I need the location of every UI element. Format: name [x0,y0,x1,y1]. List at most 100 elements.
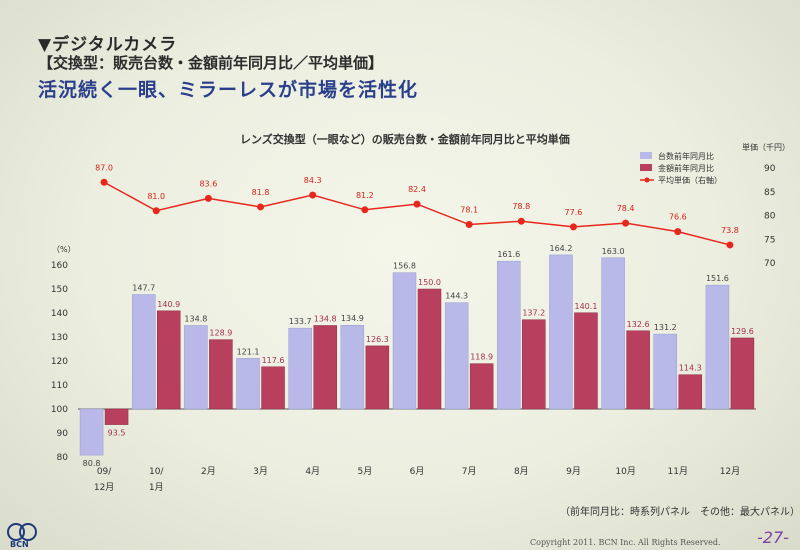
logo-text: BCN [10,540,29,549]
bar-amount-label: 128.9 [209,329,232,338]
section-heading: ▼デジタルカメラ [38,35,178,55]
bar-units-yoy [653,333,678,410]
legend-label: 金額前年同月比 [658,163,714,173]
avg-price-point [100,178,108,186]
x-tick-label: 11月 [668,466,688,477]
bar-amount-label: 150.0 [418,278,441,287]
legend-label: 平均単価（右軸） [658,175,722,185]
x-tick-label: 8月 [514,466,529,477]
y-left-tick-label: 160 [51,261,68,271]
bcn-logo-icon [7,523,37,541]
bar-amount-yoy [469,363,494,410]
x-tick-label: 10/ [149,467,164,477]
bar-amount-yoy [626,330,650,410]
bar-amount-label: 129.6 [731,327,754,336]
bar-units-yoy [79,408,104,456]
legend-swatch [640,164,652,171]
bar-units-label: 147.7 [132,284,155,293]
avg-price-point [257,203,265,211]
avg-price-point [309,191,317,199]
x-tick-label: 9月 [566,466,581,477]
x-tick-label: 4月 [305,466,320,477]
x-tick-label: 10月 [615,466,635,477]
slide-subtitle: 【交換型：販売台数・金額前年同月比／平均単価】 [38,54,384,72]
avg-price-label: 83.6 [199,179,217,188]
bar-units-label: 156.8 [393,262,416,271]
y-left-tick-label: 120 [51,357,68,367]
avg-price-point [569,223,577,231]
x-tick-label-line2: 12月 [94,482,114,493]
legend-swatch [640,152,652,159]
bar-amount-yoy [574,312,598,410]
avg-price-label: 78.8 [512,202,530,211]
bar-amount-yoy [365,345,390,410]
x-tick-label: 3月 [253,466,268,477]
avg-price-point [413,200,421,208]
avg-price-label: 81.0 [147,192,165,201]
avg-price-point [361,206,369,214]
bar-amount-label: 132.6 [627,320,650,329]
avg-price-label: 78.4 [617,204,635,213]
bar-amount-label: 134.8 [314,314,337,323]
bar-amount-yoy [313,325,337,410]
bar-amount-yoy [156,310,181,410]
bar-amount-label: 137.2 [522,309,545,318]
bar-amount-label: 93.5 [108,429,126,438]
bar-units-yoy [549,254,573,410]
avg-price-point [204,194,212,202]
bar-amount-yoy [678,374,703,410]
avg-price-point [674,228,682,236]
avg-price-label: 77.6 [565,208,583,217]
y-right-tick-label: 90 [764,164,776,174]
bar-units-yoy [444,302,469,410]
bar-units-yoy [184,325,208,410]
bar-amount-yoy [730,337,755,410]
legend-label: 台数前年同月比 [658,151,714,161]
bar-units-yoy [392,272,417,410]
x-tick-label-line2: 1月 [149,482,164,493]
avg-price-label: 76.6 [669,213,687,222]
y-left-tick-label: 80 [57,453,69,463]
bar-amount-label: 118.9 [470,353,493,362]
avg-price-point [622,219,630,227]
avg-price-label: 87.0 [95,163,113,172]
avg-price-label: 82.4 [408,185,426,194]
avg-price-point [726,241,734,249]
bar-units-yoy [288,327,312,410]
bar-units-yoy [601,257,625,410]
bar-amount-label: 114.3 [679,364,702,373]
avg-price-label: 81.2 [356,191,374,200]
avg-price-point [152,207,160,215]
y-right-tick-label: 85 [764,188,775,198]
bar-amount-yoy [417,288,442,410]
chart-title: レンズ交換型（一眼など）の販売台数・金額前年同月比と平均単価 [240,133,570,146]
bar-units-label: 134.9 [341,314,364,323]
bar-units-yoy [131,294,156,410]
y-left-tick-label: 130 [51,333,68,343]
y-left-tick-label: 150 [51,285,68,295]
bar-units-label: 161.6 [497,250,520,259]
y-right-tick-label: 75 [764,235,775,245]
chart-footnote: （前年同月比：時系列パネル その他：最大パネル） [560,507,800,518]
bar-amount-label: 117.6 [262,356,285,365]
bar-amount-label: 126.3 [366,335,389,344]
bar-units-label: 80.8 [83,459,101,468]
x-tick-label: 6月 [410,466,425,477]
y-left-tick-label: 140 [51,309,68,319]
bar-units-label: 121.1 [237,347,260,356]
x-tick-label: 2月 [201,466,216,477]
copyright-text: Copyright 2011. BCN Inc. All Rights Rese… [530,538,721,547]
bar-amount-label: 140.1 [575,302,598,311]
x-tick-label: 09/ [97,467,112,477]
bar-amount-yoy [209,339,233,410]
y-left-unit: （%） [52,245,76,254]
bar-units-label: 164.2 [550,244,573,253]
avg-price-point [517,217,525,225]
x-tick-label: 12月 [720,466,740,477]
bar-units-label: 163.0 [602,247,625,256]
x-tick-label: 7月 [462,466,477,477]
bar-amount-yoy [261,366,285,410]
avg-price-label: 78.1 [460,206,478,215]
bar-units-yoy [236,358,260,410]
y-left-tick-label: 110 [51,381,68,391]
